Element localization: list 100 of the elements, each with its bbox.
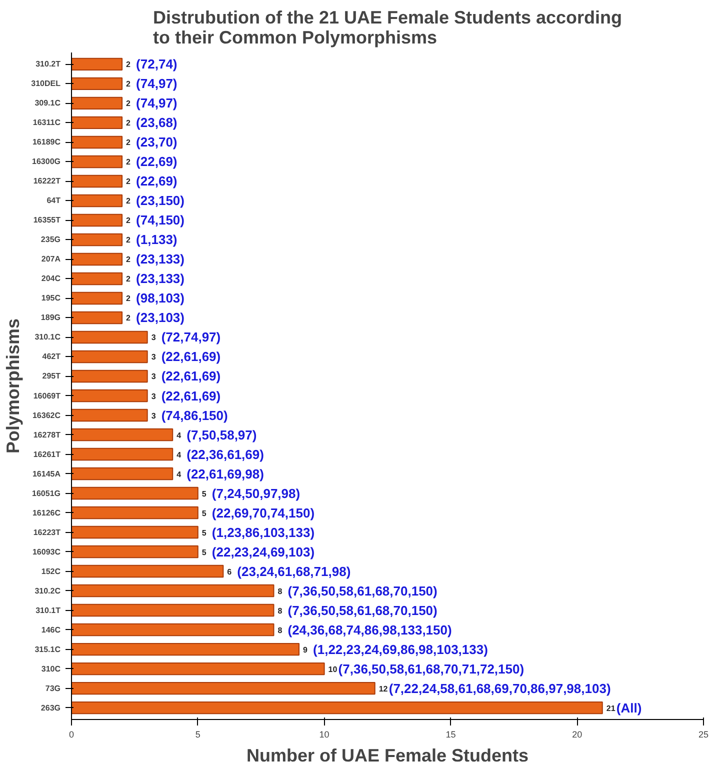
bar (72, 252, 123, 266)
y-tick-label: 310.2C (34, 586, 61, 596)
bar (72, 77, 123, 90)
annotation: (23,70) (136, 134, 178, 150)
bar (72, 350, 148, 364)
x-axis-title: Number of UAE Female Students (246, 746, 529, 766)
x-tick-label: 15 (446, 730, 456, 740)
x-tick-label: 10 (319, 730, 330, 740)
data-label: 2 (126, 60, 132, 70)
data-label: 5 (202, 528, 207, 538)
y-tick-label: 295T (42, 372, 61, 381)
y-axis-title: Polymorphisms (3, 318, 24, 454)
annotation: (23,150) (136, 193, 184, 208)
data-label: 10 (328, 664, 338, 674)
y-tick-label: 16126C (32, 508, 61, 518)
bar (72, 330, 148, 344)
y-tick-label: 310DEL (31, 79, 61, 88)
annotation: (22,61,69,98) (186, 466, 264, 482)
data-label: 4 (176, 430, 182, 440)
bar (72, 58, 123, 71)
bar (72, 701, 603, 714)
bar (72, 311, 123, 324)
y-tick-label: 16223T (33, 528, 61, 537)
annotation: (7,22,24,58,61,68,69,70,86,97,98,103) (388, 680, 611, 696)
bar (72, 486, 198, 500)
y-tick-label: 146C (41, 625, 61, 634)
data-label: 3 (151, 392, 156, 401)
bar (72, 448, 174, 461)
y-tick-label: 16362C (32, 410, 61, 420)
annotation: (74,86,150) (161, 408, 228, 423)
annotation: (72,74) (136, 56, 178, 72)
annotation: (23,103) (136, 310, 184, 326)
annotation: (22,69,70,74,150) (212, 505, 315, 520)
y-tick-label: 189G (40, 313, 61, 322)
bar (72, 272, 123, 286)
annotation: (7,36,50,58,61,68,70,150) (288, 602, 438, 618)
bar (72, 662, 325, 676)
data-label: 5 (202, 548, 207, 557)
data-label: 2 (126, 99, 132, 108)
y-tick-label: 204C (41, 274, 61, 284)
bar (72, 545, 198, 558)
annotation: (1,23,86,103,133) (212, 524, 315, 540)
data-label: 5 (202, 489, 207, 498)
x-tick-label: 25 (698, 730, 709, 740)
bar (72, 370, 148, 383)
y-tick-label: 235G (40, 235, 61, 244)
data-label: 5 (202, 508, 207, 518)
data-label: 2 (126, 177, 132, 186)
data-label: 2 (126, 80, 132, 89)
data-label: 4 (176, 450, 182, 460)
annotation: (74,97) (136, 96, 178, 111)
bar (72, 428, 174, 442)
y-tick-label: 16051G (32, 488, 60, 498)
annotation: (24,36,68,74,86,98,133,150) (288, 622, 452, 638)
annotation: (22,23,24,69,103) (212, 544, 315, 560)
annotation: (All) (616, 700, 642, 716)
y-tick-label: 16261T (33, 450, 61, 459)
bar (72, 506, 198, 520)
bar (72, 155, 123, 168)
x-tick-label: 20 (572, 730, 582, 740)
y-tick-label: 310.1C (34, 332, 61, 342)
bar (72, 389, 148, 402)
data-label: 2 (126, 118, 132, 128)
data-label: 2 (126, 196, 132, 206)
y-tick-label: 16189C (32, 138, 61, 147)
y-tick-label: 16069T (33, 391, 61, 400)
data-label: 2 (126, 314, 132, 323)
y-tick-label: 263G (40, 703, 61, 712)
data-label: 21 (606, 704, 616, 713)
data-label: 3 (151, 411, 156, 420)
y-tick-label: 16145A (32, 469, 61, 478)
data-label: 2 (126, 236, 132, 245)
chart-title: Distrubution of the 21 UAE Female Students according to their Common Polymorphisms (152, 8, 622, 48)
annotation: (23,68) (136, 115, 178, 130)
data-label: 8 (278, 626, 283, 635)
y-tick-label: 152C (41, 566, 61, 576)
annotation: (7,50,58,97) (186, 427, 257, 442)
y-tick-label: 16300G (32, 157, 60, 166)
y-tick-label: 310.1T (36, 606, 61, 615)
y-tick-label: 16311C (32, 118, 61, 128)
annotation: (23,24,61,68,71,98) (237, 564, 351, 579)
bar (72, 194, 123, 208)
bar (72, 292, 123, 305)
annotation: (1,133) (136, 232, 178, 248)
annotation: (72,74,97) (161, 330, 221, 345)
y-tick-label: 310.2T (36, 60, 61, 69)
data-label: 2 (126, 274, 132, 284)
annotation: (22,61,69) (161, 368, 221, 384)
annotation: (7,36,50,58,61,68,70,71,72,150) (338, 661, 524, 676)
data-label: 9 (303, 645, 308, 654)
data-label: 4 (176, 470, 182, 479)
bar (72, 214, 123, 227)
y-tick-label: 73G (45, 684, 61, 693)
annotation: (22,61,69) (161, 388, 221, 404)
y-tick-label: 310C (41, 664, 61, 674)
y-tick-label: 462T (42, 352, 61, 362)
x-tick-label: 0 (68, 730, 74, 740)
annotation: (22,61,69) (161, 349, 221, 364)
bar (72, 467, 174, 480)
bar (72, 584, 274, 598)
